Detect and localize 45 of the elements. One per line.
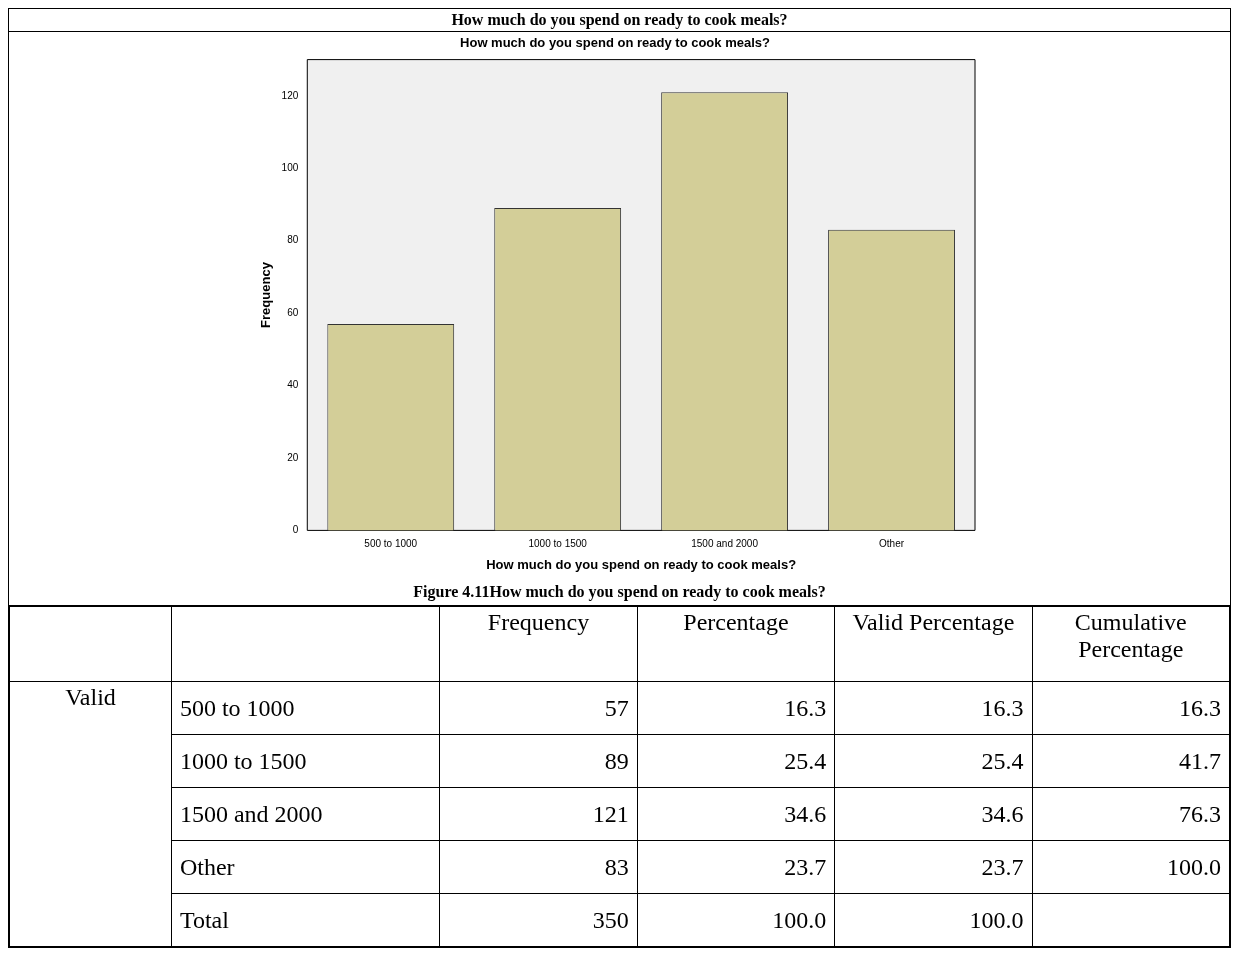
- x-tick-label: 1500 and 2000: [690, 538, 758, 550]
- text: 121: [592, 800, 629, 827]
- text: 16.3: [981, 694, 1024, 721]
- text: 100.0: [772, 906, 827, 933]
- category-label: 500 to 1000: [179, 694, 295, 721]
- text: 100.0: [969, 906, 1024, 933]
- category-label: Cumulative Percentage: [1032, 606, 1230, 682]
- x-tick-label: 1000 to 1500: [527, 538, 587, 550]
- category-label: Total: [179, 906, 229, 933]
- category-label: Valid Percentage: [834, 606, 1033, 682]
- text: 83: [604, 853, 629, 880]
- y-tick-label: 60: [286, 306, 299, 318]
- text: 34.6: [784, 800, 827, 827]
- text: 16.3: [1179, 694, 1221, 721]
- text: Valid: [9, 681, 172, 947]
- text: 16.3: [784, 694, 827, 721]
- text: 57: [604, 694, 629, 721]
- text: 34.6: [981, 800, 1024, 827]
- y-tick-label: 100: [281, 162, 299, 173]
- y-tick-label: 20: [286, 451, 299, 463]
- text: 100.0: [1167, 853, 1221, 880]
- text: 23.7: [981, 853, 1024, 880]
- category-label: 1000 to 1500: [179, 747, 307, 774]
- text: 41.7: [1179, 747, 1221, 774]
- y-tick-label: 0: [292, 524, 299, 536]
- category-label: Other: [179, 853, 235, 880]
- x-tick-label: Other: [878, 538, 905, 550]
- category-label: 1500 and 2000: [179, 800, 323, 827]
- x-tick-label: 500 to 1000: [363, 538, 418, 550]
- caption: Figure 4.11How much do you spend on ready to cook meals?: [412, 582, 827, 603]
- category-label: Frequency: [439, 606, 638, 682]
- y-axis-title: Frequency: [257, 261, 273, 328]
- y-tick-label: 120: [281, 89, 299, 101]
- text: 25.4: [981, 747, 1024, 774]
- text: 76.3: [1179, 800, 1221, 827]
- text: 89: [604, 747, 629, 774]
- text: 23.7: [784, 853, 827, 880]
- y-tick-label: 40: [286, 379, 299, 391]
- category-label: Percentage: [637, 606, 835, 682]
- text: 350: [592, 906, 629, 933]
- y-tick-label: 80: [286, 234, 299, 246]
- chart-title: How much do you spend on ready to cook meals?: [459, 35, 770, 51]
- x-axis-title: How much do you spend on ready to cook meals?: [485, 556, 796, 572]
- text: How much do you spend on ready to cook meals?: [9, 9, 1230, 32]
- text: 25.4: [784, 747, 827, 774]
